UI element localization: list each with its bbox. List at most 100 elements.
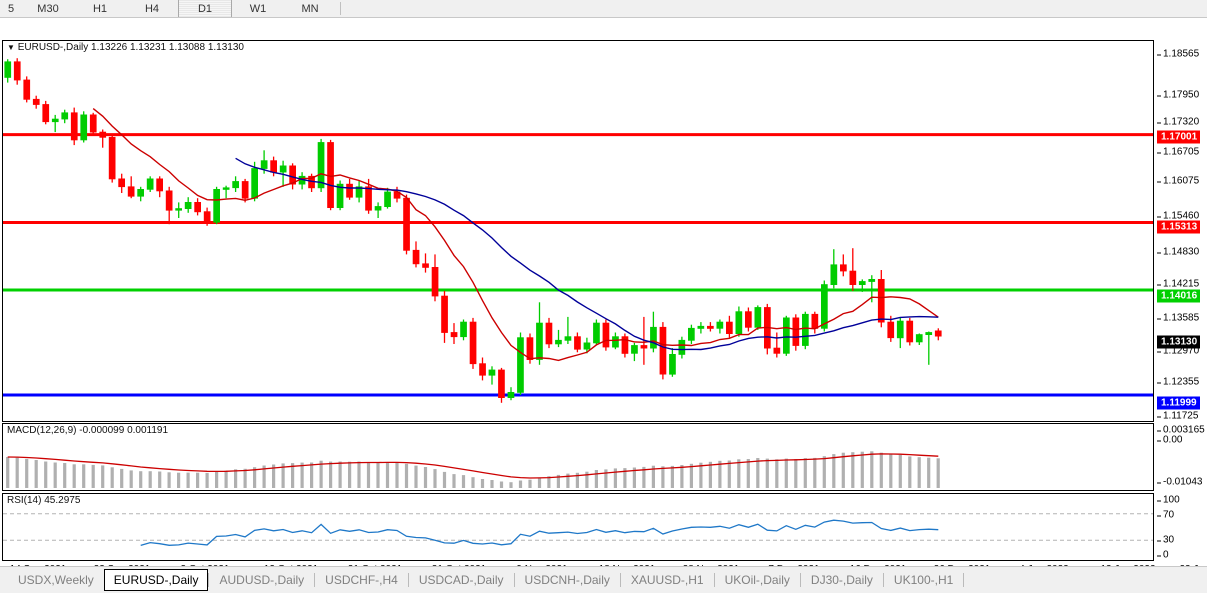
collapse-arrow-icon[interactable]: ▼ [7, 43, 15, 52]
candle-body [450, 332, 458, 338]
macd-histogram-bar [822, 456, 826, 488]
macd-svg [6, 451, 940, 488]
macd-histogram-bar [310, 462, 314, 488]
tab-separator [208, 573, 210, 587]
price-tick-1.16705: 1.16705 [1157, 147, 1199, 158]
candle-body [858, 281, 866, 285]
macd-histogram-bar [927, 457, 931, 488]
macd-histogram-bar [6, 457, 10, 488]
rsi-pane[interactable]: RSI(14) 45.2975 [2, 493, 1154, 561]
macd-histogram-bar [385, 462, 390, 488]
macd-histogram-bar [670, 465, 674, 488]
macd-histogram-bar [300, 462, 304, 488]
macd-histogram-bar [25, 458, 29, 488]
candle-body [241, 181, 249, 199]
chart-tab-bar[interactable]: USDX,Weekly EURUSD-,Daily AUDUSD-,Daily USD… [0, 566, 1207, 593]
macd-histogram-bar [547, 476, 551, 488]
macd-histogram-bar [813, 457, 817, 488]
macd-histogram-bar [291, 463, 295, 488]
rsi-tick-0: 0 [1157, 550, 1169, 561]
candle-body [688, 327, 695, 341]
macd-histogram-bar [129, 470, 133, 488]
candle-body [251, 168, 258, 199]
macd-pane[interactable]: MACD(12,26,9) -0.000099 0.001191 [2, 423, 1154, 491]
macd-histogram-bar [101, 465, 105, 488]
timeframe-button-h4[interactable]: H4 [144, 2, 160, 15]
chart-tab-usdchf--h4[interactable]: USDCHF-,H4 [325, 573, 398, 587]
candle-body [612, 336, 619, 348]
timeframe-button-m30[interactable]: M30 [37, 2, 59, 15]
macd-histogram-bar [224, 470, 228, 488]
price-scale[interactable]: 1.18565 1.17950 1.17320 1.17001 1.16705 1.160… [1157, 40, 1207, 561]
macd-histogram-bar [509, 482, 513, 488]
tab-separator [314, 573, 316, 587]
macd-histogram-bar [329, 461, 333, 488]
macd-tick-0.00: 0.00 [1157, 435, 1182, 446]
chart-tab-usdcnh--daily[interactable]: USDCNH-,Daily [524, 573, 610, 587]
chart-tab-dj30--daily[interactable]: DJ30-,Daily [810, 573, 873, 587]
chart-tab-ukoil--daily[interactable]: UKOil-,Daily [724, 573, 790, 587]
price-tick-1.11725: 1.11725 [1157, 411, 1198, 422]
price-tick-1.14830: 1.14830 [1157, 247, 1199, 258]
chart-tab-audusd--daily[interactable]: AUDUSD-,Daily [219, 573, 305, 587]
macd-histogram-bar [632, 467, 636, 488]
chart-frame: ▼ EURUSD-,Daily 1.13226 1.13231 1.13088 … [0, 18, 1207, 575]
macd-histogram-bar [803, 458, 807, 488]
macd-histogram-bar [82, 464, 86, 488]
macd-histogram-bar [433, 469, 437, 488]
candle-body [678, 339, 686, 355]
timeframe-button-d1[interactable]: D1 [178, 0, 232, 17]
candle-body [469, 321, 477, 365]
macd-histogram-bar [499, 481, 504, 488]
macd-histogram-bar [585, 471, 589, 488]
timeframe-button-h1[interactable]: H1 [92, 2, 108, 15]
candle-body [260, 160, 268, 169]
candle-body [631, 345, 638, 354]
macd-histogram-bar [765, 458, 769, 488]
chart-tab-usdx-weekly[interactable]: USDX,Weekly [18, 573, 94, 587]
macd-histogram-bar [91, 464, 95, 488]
macd-histogram-bar [794, 459, 798, 488]
candle-body [697, 325, 705, 329]
chart-tab-uk100--h1[interactable]: UK100-,H1 [893, 573, 954, 587]
chart-tab-usdcad--daily[interactable]: USDCAD-,Daily [418, 573, 504, 587]
candle-body [89, 114, 97, 133]
macd-histogram-bar [699, 462, 703, 488]
macd-histogram-bar [575, 472, 579, 488]
candle-body [23, 79, 31, 100]
macd-tick--0.01043: -0.01043 [1157, 477, 1202, 488]
macd-histogram-bar [366, 462, 371, 488]
candle-body [4, 61, 12, 78]
chart-tab-xauusd--h1[interactable]: XAUUSD-,H1 [630, 573, 704, 587]
rsi-tick-70: 70 [1157, 510, 1174, 521]
chart-tab-eurusd--daily[interactable]: EURUSD-,Daily [103, 569, 209, 591]
rsi-pane-label: RSI(14) 45.2975 [7, 495, 81, 506]
candle-body [431, 266, 439, 297]
macd-histogram-bar [661, 466, 665, 488]
candle-body [840, 264, 847, 272]
macd-histogram-bar [34, 460, 38, 488]
macd-histogram-bar [490, 480, 494, 488]
price-pane-label: ▼ EURUSD-,Daily 1.13226 1.13231 1.13088 … [7, 42, 244, 53]
macd-histogram-bar [357, 461, 361, 488]
timeframe-button-mn[interactable]: MN [301, 2, 319, 15]
candle-body [194, 201, 201, 213]
macd-histogram-bar [613, 468, 617, 488]
macd-histogram-bar [404, 463, 409, 488]
macd-histogram-bar [452, 474, 456, 488]
timeframe-button-5[interactable]: 5 [7, 2, 15, 15]
tab-separator [513, 573, 515, 587]
macd-histogram-bar [63, 463, 67, 488]
timeframe-button-w1[interactable]: W1 [249, 2, 267, 15]
candle-body [346, 183, 353, 198]
candle-body [669, 353, 676, 375]
candle-body [70, 112, 78, 141]
price-chart-pane[interactable]: ▼ EURUSD-,Daily 1.13226 1.13231 1.13088 … [2, 40, 1154, 422]
candle-body [877, 278, 885, 323]
candle-body [802, 313, 809, 346]
rsi-tick-100: 100 [1157, 495, 1180, 506]
macd-histogram-bar [15, 457, 19, 488]
macd-histogram-bar [746, 459, 750, 488]
price-candlestick-svg [3, 58, 1153, 403]
timeframe-toolbar[interactable]: 5 M30 H1 H4 D1 W1 MN [0, 0, 1207, 18]
